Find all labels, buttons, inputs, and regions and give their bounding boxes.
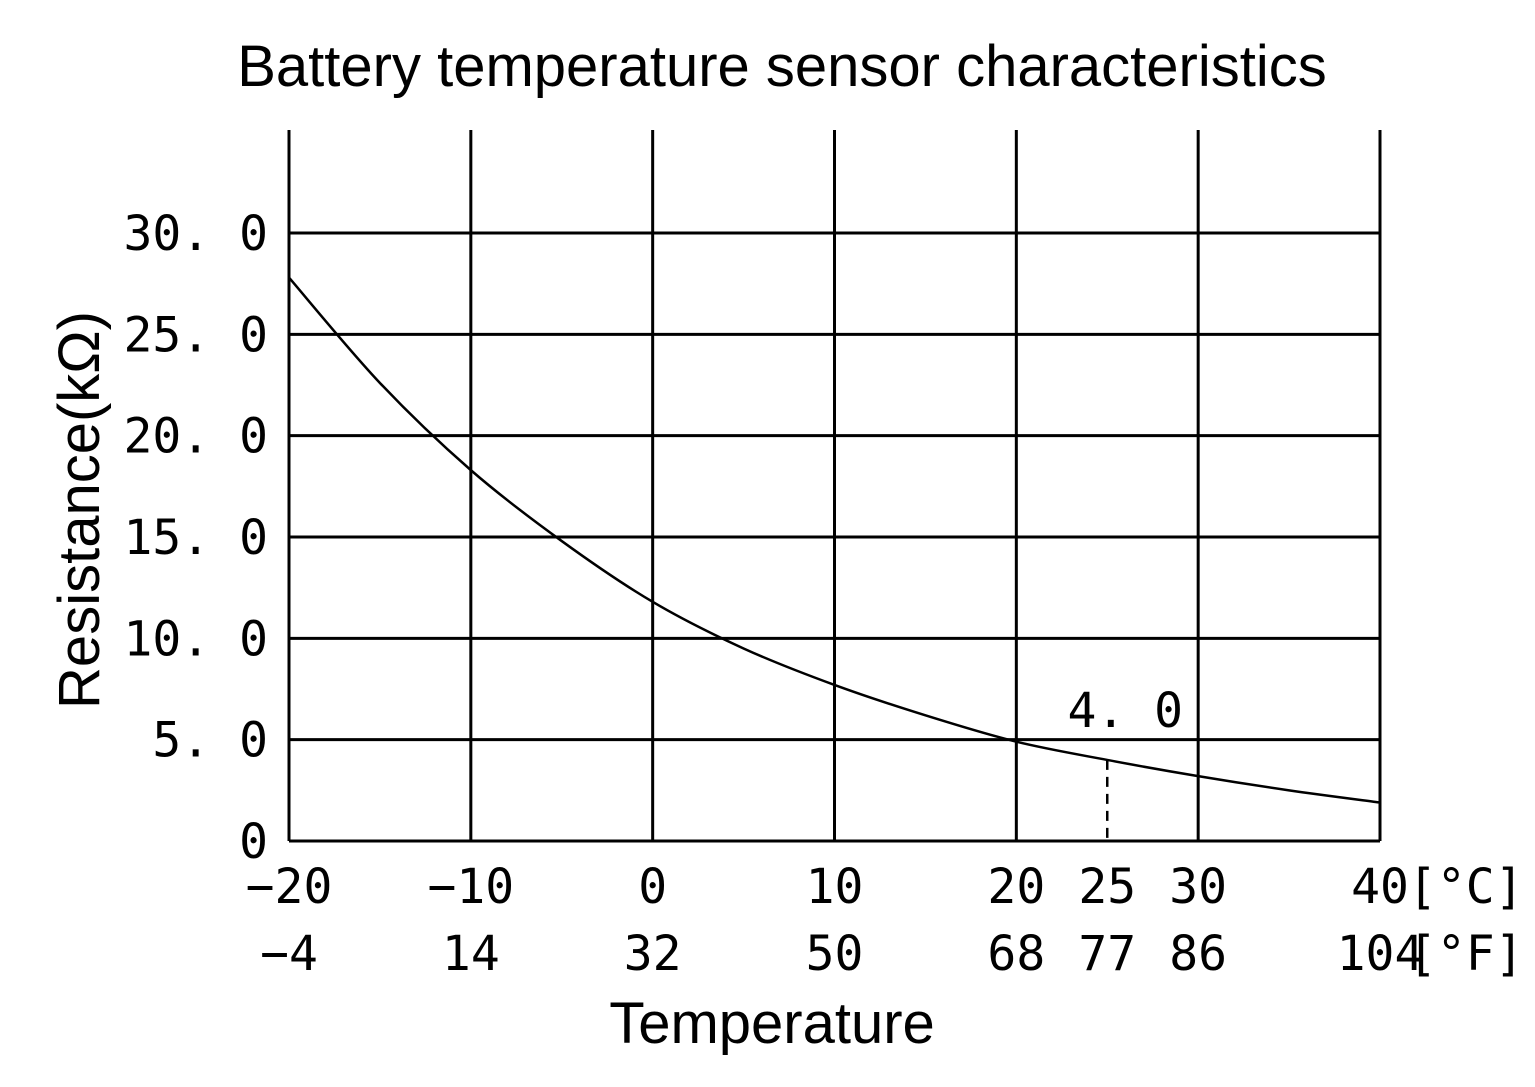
annotation-label: 4. 0	[1067, 683, 1183, 739]
y-tick-label: 10. 0	[124, 611, 269, 667]
x-tick-label-celsius: 40	[1351, 859, 1409, 915]
x-tick-labels: −20 −4 −10 14 0 32 10 50 20 68 25 77 30 86 40 104	[246, 859, 1424, 982]
x-unit-fahrenheit: [°F]	[1408, 926, 1524, 982]
y-tick-label: 15. 0	[124, 510, 269, 566]
x-tick-label-fahrenheit: −4	[260, 926, 318, 982]
x-tick-label-fahrenheit: 50	[806, 926, 864, 982]
y-tick-labels: 0 5. 0 10. 0 15. 0 20. 0 25. 0 30. 0	[124, 206, 269, 870]
x-tick-label-fahrenheit: 77	[1078, 926, 1136, 982]
y-tick-label: 0	[239, 814, 268, 870]
resistance-curve	[288, 276, 1381, 804]
x-tick-label-celsius: 25	[1078, 859, 1136, 915]
x-tick-label-celsius: −20	[246, 859, 333, 915]
x-tick-label-fahrenheit: 68	[987, 926, 1045, 982]
x-tick-label-fahrenheit: 104	[1337, 926, 1424, 982]
x-unit-celsius: [°C]	[1408, 859, 1524, 915]
y-axis-label: Resistance(kΩ)	[47, 311, 112, 709]
x-tick-label-celsius: 20	[987, 859, 1045, 915]
x-tick-label-fahrenheit: 14	[442, 926, 500, 982]
chart-title: Battery temperature sensor characteristi…	[237, 34, 1327, 99]
x-tick-label-celsius: −10	[427, 859, 514, 915]
x-tick-label-fahrenheit: 32	[624, 926, 682, 982]
x-tick-label-celsius: 0	[638, 859, 667, 915]
y-tick-label: 5. 0	[152, 713, 268, 769]
x-tick-label-celsius: 10	[806, 859, 864, 915]
y-tick-label: 20. 0	[124, 409, 269, 465]
x-tick-label-celsius: 30	[1169, 859, 1227, 915]
x-axis-label: Temperature	[609, 991, 935, 1056]
x-tick-label-fahrenheit: 86	[1169, 926, 1227, 982]
y-tick-label: 30. 0	[124, 206, 269, 262]
y-tick-label: 25. 0	[124, 307, 269, 363]
grid	[287, 130, 1382, 843]
